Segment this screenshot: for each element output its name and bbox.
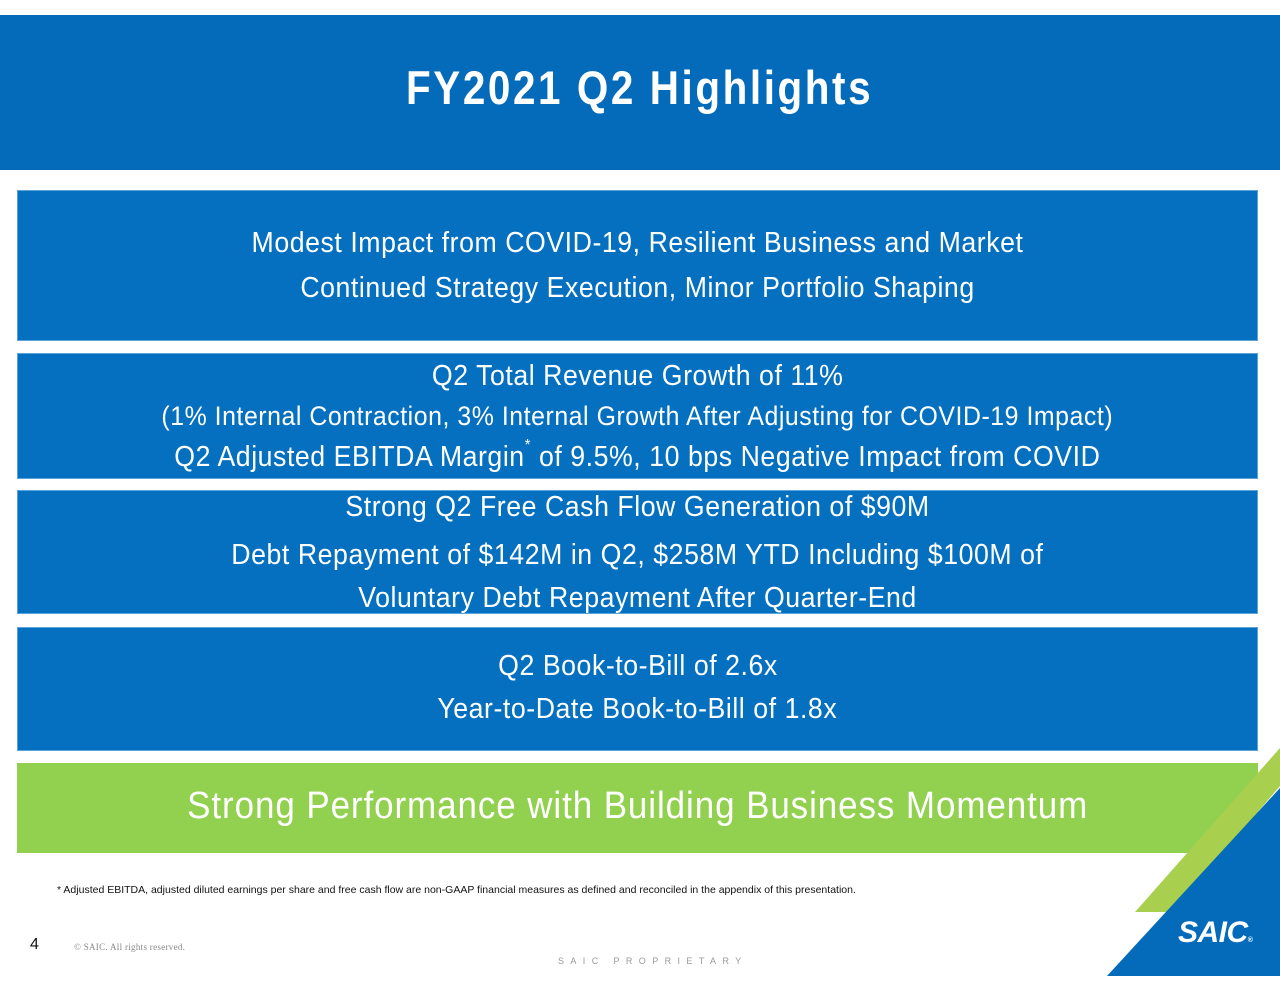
title-band: FY2021 Q2 Highlights (0, 15, 1280, 170)
highlight-line: Year-to-Date Book-to-Bill of 1.8x (437, 693, 838, 725)
highlight-line: Q2 Adjusted EBITDA Margin* of 9.5%, 10 b… (18, 437, 1257, 474)
summary-banner: Strong Performance with Building Busines… (17, 763, 1258, 853)
highlight-line: Voluntary Debt Repayment After Quarter-E… (358, 582, 917, 614)
copyright-text: © SAIC. All rights reserved. (74, 942, 186, 952)
highlight-box-covid-impact: Modest Impact from COVID-19, Resilient B… (17, 190, 1258, 341)
highlight-line: Strong Q2 Free Cash Flow Generation of $… (345, 491, 930, 523)
highlight-box-cash-flow-debt: Strong Q2 Free Cash Flow Generation of $… (17, 490, 1258, 614)
summary-text: Strong Performance with Building Busines… (187, 785, 1088, 827)
saic-logo: SAIC® (1178, 916, 1253, 949)
proprietary-label: SAIC PROPRIETARY (558, 956, 748, 966)
page-number: 4 (30, 936, 39, 953)
slide-title: FY2021 Q2 Highlights (406, 61, 874, 114)
footnote-marker: * (524, 437, 532, 454)
footnote-text: * Adjusted EBITDA, adjusted diluted earn… (57, 884, 856, 896)
highlight-line: Debt Repayment of $142M in Q2, $258M YTD… (231, 539, 1044, 571)
ebitda-value: of 9.5%, 10 bps Negative Impact from COV… (539, 441, 1101, 473)
highlight-box-book-to-bill: Q2 Book-to-Bill of 2.6x Year-to-Date Boo… (17, 627, 1258, 751)
highlight-line: Q2 Total Revenue Growth of 11% (431, 360, 844, 392)
highlight-line: Continued Strategy Execution, Minor Port… (300, 272, 975, 304)
highlight-line: Modest Impact from COVID-19, Resilient B… (251, 227, 1024, 259)
ebitda-label: Q2 Adjusted EBITDA Margin (174, 441, 525, 473)
highlight-line: Q2 Book-to-Bill of 2.6x (497, 650, 778, 682)
highlight-box-revenue-ebitda: Q2 Total Revenue Growth of 11% (1% Inter… (17, 353, 1258, 479)
highlight-line: (1% Internal Contraction, 3% Internal Gr… (161, 401, 1114, 431)
